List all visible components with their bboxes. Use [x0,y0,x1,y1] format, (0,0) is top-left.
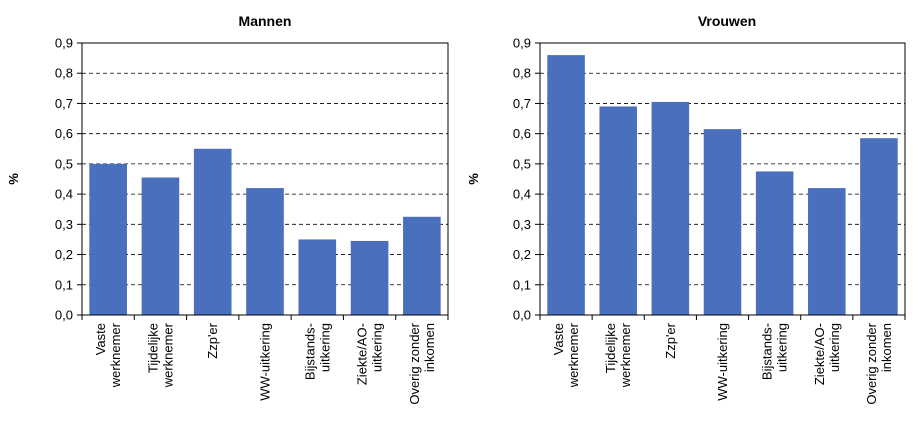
y-tick-label: 0,6 [513,126,531,141]
y-tick-label: 0,4 [513,187,531,202]
bar [193,148,232,315]
x-tick-label: werknemer [160,322,175,388]
y-tick-label: 0,9 [55,36,73,51]
y-tick-label: 0,7 [513,96,531,111]
x-tick-label: werknemer [108,322,123,388]
x-tick-label: uitkering [370,323,385,372]
bar [755,171,794,315]
bar [651,101,690,315]
bar [547,55,585,315]
y-tick-label: 0,5 [55,156,73,171]
chart-title: Mannen [239,13,292,29]
y-tick-label: 0,2 [55,247,73,262]
y-tick-label: 0,0 [513,308,531,323]
x-tick-label: uitkering [775,323,790,372]
bar [89,163,127,315]
bar [141,177,180,315]
x-tick-label: Zzp'er [205,322,220,358]
chart-title: Vrouwen [698,13,756,29]
chart-panel-2: Vrouwen% 0,0 0,1 0,2 0,3 0,4 0,5 0,6 0,7 0,8 0,9 Va… [466,13,906,405]
y-tick-label: 0,2 [513,247,531,262]
y-axis-label: % [6,173,21,185]
plot-frame [539,42,906,316]
x-tick-label: inkomen [879,323,894,372]
bar [808,188,846,315]
y-tick-label: 0,1 [55,277,73,292]
y-tick-label: 0,8 [513,66,531,81]
y-tick-label: 0,4 [55,187,73,202]
x-tick-label: Ziekte/AO- [812,323,827,385]
x-tick-label: uitkering [317,323,332,372]
x-tick-label: Ziekte/AO- [355,323,370,385]
x-tick-label: Tijdelijke [603,323,618,373]
x-tick-label: Overig zonder [864,322,879,404]
x-tick-label: Bijstands- [760,323,775,380]
y-axis-label: % [466,173,481,185]
y-tick-label: 0,1 [513,277,531,292]
bar [703,129,742,315]
x-tick-label: Tijdelijke [145,323,160,373]
bar [403,216,441,315]
y-tick-label: 0,5 [513,156,531,171]
x-tick-label: werknemer [566,322,581,388]
bar [860,138,898,315]
y-tick-label: 0,3 [55,217,73,232]
x-tick-label: Vaste [93,323,108,355]
plot-frame [81,42,449,316]
bar [599,106,637,315]
x-tick-label: Zzp'er [663,322,678,358]
x-tick-label: inkomen [422,323,437,372]
bar [350,240,389,315]
x-tick-label: uitkering [827,323,842,372]
x-tick-label: WW-uitkering [258,323,273,401]
x-tick-label: Vaste [551,323,566,355]
y-tick-label: 0,3 [513,217,531,232]
y-tick-label: 0,9 [513,36,531,51]
chart-panel-1: Mannen% 0,0 0,1 0,2 0,3 0,4 0,5 0,6 0,7 0,8 0,9 Vas… [6,13,449,405]
y-tick-label: 0,0 [55,308,73,323]
x-tick-label: Bijstands- [302,323,317,380]
x-tick-label: Overig zonder [407,322,422,404]
bar [246,188,284,315]
y-tick-label: 0,6 [55,126,73,141]
y-tick-label: 0,8 [55,66,73,81]
x-tick-label: WW-uitkering [715,323,730,401]
y-tick-label: 0,7 [55,96,73,111]
x-tick-label: werknemer [618,322,633,388]
bar [298,239,337,315]
